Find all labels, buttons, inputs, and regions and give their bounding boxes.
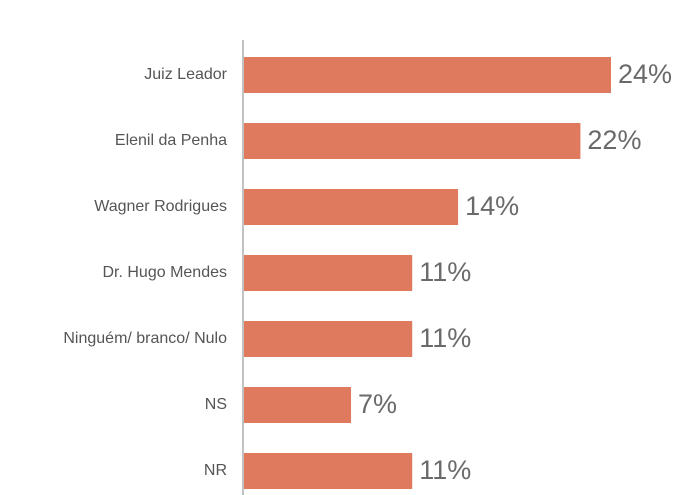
category-label: NR — [204, 462, 227, 479]
bar — [244, 255, 413, 291]
bar — [244, 57, 611, 93]
bar — [244, 387, 352, 423]
bar — [244, 321, 413, 357]
category-label: Juiz Leador — [144, 66, 227, 83]
category-label: Elenil da Penha — [115, 132, 227, 149]
bar — [244, 189, 459, 225]
category-label: Dr. Hugo Mendes — [102, 264, 227, 281]
category-label: NS — [205, 396, 227, 413]
value-label: 22% — [587, 125, 641, 155]
value-label: 7% — [358, 389, 397, 419]
value-label: 11% — [419, 455, 471, 485]
bar — [244, 453, 413, 489]
value-label: 14% — [465, 191, 519, 221]
value-label: 11% — [419, 257, 471, 287]
category-label: Wagner Rodrigues — [94, 198, 227, 215]
bar — [244, 123, 581, 159]
value-label: 24% — [618, 59, 672, 89]
category-label: Ninguém/ branco/ Nulo — [63, 330, 227, 347]
value-label: 11% — [419, 323, 471, 353]
